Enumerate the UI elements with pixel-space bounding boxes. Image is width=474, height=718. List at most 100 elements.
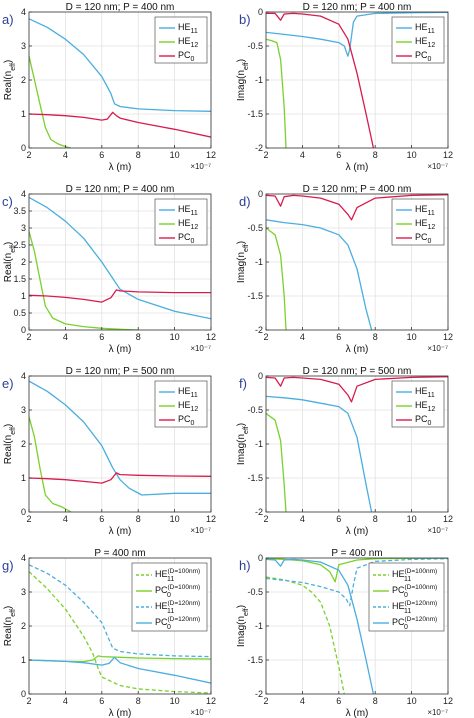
- panel-letter: f): [239, 376, 247, 391]
- series-group: [266, 558, 448, 694]
- series-line-0: [266, 12, 448, 57]
- x-tick-label: 8: [373, 332, 378, 342]
- y-axis-label: Real(neff): [3, 606, 17, 646]
- x-tick-label: 12: [443, 696, 453, 706]
- chart-title: D = 120 nm; P = 500 nm: [66, 366, 175, 377]
- legend-box: [391, 198, 445, 246]
- x-exponent-label: ×10⁻⁷: [427, 526, 448, 535]
- series-group: [29, 18, 211, 148]
- legend-label: PC0: [178, 414, 195, 427]
- legend-label: HE11: [178, 22, 198, 35]
- y-tick-label: 0: [258, 553, 263, 563]
- series-line-1: [266, 227, 287, 330]
- x-tick-label: 10: [170, 150, 180, 160]
- legend-label: HE11: [178, 386, 198, 399]
- x-axis-label: λ (m): [346, 344, 369, 355]
- legend-label: PC0: [178, 50, 195, 63]
- series-line-2: [29, 472, 211, 484]
- legend-label: HE12: [178, 36, 198, 49]
- y-tick-label: 1: [21, 473, 26, 483]
- x-tick-label: 6: [99, 514, 104, 524]
- panel-letter: c): [2, 194, 13, 209]
- series-line-1: [29, 56, 72, 148]
- legend-label: HE12: [415, 218, 435, 231]
- panel-letter: g): [2, 558, 14, 573]
- x-tick-label: 10: [170, 514, 180, 524]
- legend-box: [368, 562, 445, 632]
- series-group: [29, 196, 211, 330]
- y-tick-label: 0: [258, 7, 263, 17]
- y-tick-label: -0.5: [247, 405, 263, 415]
- x-axis-label: λ (m): [109, 344, 132, 355]
- x-tick-label: 8: [373, 696, 378, 706]
- x-exponent-label: ×10⁻⁷: [427, 162, 448, 171]
- x-exponent-label: ×10⁻⁷: [190, 344, 211, 353]
- y-tick-label: 3: [21, 41, 26, 51]
- x-tick-label: 10: [407, 514, 417, 524]
- series-line-3: [29, 656, 211, 684]
- legend-label: HE12: [178, 400, 198, 413]
- x-tick-label: 6: [99, 332, 104, 342]
- legend-label: HE(D=120nm) 11: [155, 600, 200, 615]
- x-axis-label: λ (m): [109, 526, 132, 537]
- x-tick-label: 6: [336, 696, 341, 706]
- x-tick-label: 12: [206, 332, 216, 342]
- y-tick-label: -1.5: [247, 655, 263, 665]
- series-line-2: [266, 376, 448, 403]
- x-tick-label: 8: [373, 514, 378, 524]
- y-tick-label: 4: [21, 553, 26, 563]
- panel-letter: b): [239, 12, 251, 27]
- legend-label: HE11: [415, 22, 435, 35]
- x-exponent-label: ×10⁻⁷: [190, 708, 211, 717]
- legend-label: HE11: [415, 204, 435, 217]
- legend-label: HE12: [178, 218, 198, 231]
- y-tick-label: -0.5: [247, 587, 263, 597]
- x-tick-label: 6: [336, 150, 341, 160]
- series-line-1: [29, 416, 72, 512]
- y-tick-label: 1.5: [13, 274, 26, 284]
- panel-b: 2 4 6 8 10 12 -2 -1.5 -1 -0.5 0 ×10⁻⁷ D = 120 nm; P …: [236, 2, 453, 173]
- y-tick-label: -1.5: [247, 473, 263, 483]
- x-tick-label: 2: [263, 150, 268, 160]
- series-line-2: [29, 564, 211, 658]
- y-tick-label: -0.5: [247, 41, 263, 51]
- series-line-1: [266, 412, 287, 512]
- legend-label: HE(D=120nm) 11: [392, 600, 437, 615]
- x-tick-label: 4: [63, 696, 68, 706]
- series-line-2: [29, 289, 211, 303]
- legend-label: HE12: [415, 36, 435, 49]
- y-axis-label: Real(neff): [3, 60, 17, 100]
- legend-label: PC0: [415, 50, 432, 63]
- x-tick-label: 4: [300, 514, 305, 524]
- x-tick-label: 10: [407, 696, 417, 706]
- legend-label: PC0: [178, 232, 195, 245]
- y-tick-label: -0.5: [247, 223, 263, 233]
- series-line-0: [266, 395, 373, 512]
- x-tick-label: 12: [443, 514, 453, 524]
- y-tick-label: -1: [255, 257, 263, 267]
- x-tick-label: 2: [263, 696, 268, 706]
- y-tick-label: 0: [21, 143, 26, 153]
- y-axis-label: Imag(neff): [236, 59, 250, 101]
- panel-letter: d): [239, 194, 251, 209]
- y-tick-label: 1: [21, 109, 26, 119]
- legend-label: PC(D=100nm) 0: [392, 584, 437, 599]
- x-tick-label: 4: [63, 150, 68, 160]
- x-tick-label: 8: [136, 150, 141, 160]
- y-tick-label: -1.5: [247, 109, 263, 119]
- legend-label: HE12: [415, 400, 435, 413]
- legend-box: [131, 562, 208, 632]
- y-tick-label: 4: [21, 371, 26, 381]
- series-line-0: [29, 196, 211, 320]
- panel-letter: h): [239, 558, 251, 573]
- y-tick-label: 3: [21, 587, 26, 597]
- x-tick-label: 6: [336, 514, 341, 524]
- x-exponent-label: ×10⁻⁷: [190, 162, 211, 171]
- x-axis-label: λ (m): [346, 526, 369, 537]
- y-tick-label: 0.5: [13, 308, 26, 318]
- x-tick-label: 10: [170, 332, 180, 342]
- x-axis-label: λ (m): [346, 162, 369, 173]
